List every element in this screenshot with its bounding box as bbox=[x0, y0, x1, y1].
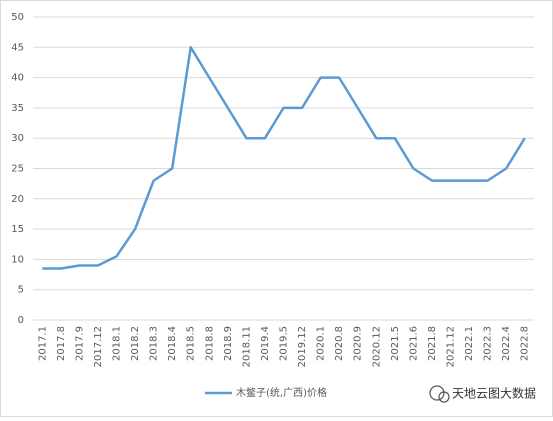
x-tick-label: 2018.3 bbox=[149, 326, 160, 361]
x-tick-label: 2021.6 bbox=[408, 326, 419, 361]
watermark: 天地云图大数据 bbox=[452, 386, 536, 401]
x-tick-label: 2020.9 bbox=[353, 326, 364, 361]
x-tick-label: 2022.8 bbox=[520, 326, 531, 361]
x-tick-label: 2020.12 bbox=[371, 326, 382, 367]
x-tick-label: 2018.4 bbox=[167, 326, 178, 361]
line-series bbox=[42, 46, 526, 270]
x-tick-label: 2021.12 bbox=[446, 326, 457, 367]
x-tick-label: 2022.3 bbox=[483, 326, 494, 361]
x-tick-label: 2020.8 bbox=[334, 326, 345, 361]
y-tick-label: 20 bbox=[11, 194, 24, 205]
y-tick-label: 5 bbox=[18, 285, 24, 296]
y-tick-label: 25 bbox=[11, 164, 24, 175]
x-tick-label: 2018.8 bbox=[204, 326, 215, 361]
x-tick-label: 2019.4 bbox=[260, 326, 271, 361]
y-tick-label: 30 bbox=[11, 133, 24, 144]
x-tick-label: 2019.12 bbox=[297, 326, 308, 367]
legend-label: 木鳖子(统,广西)价格 bbox=[236, 386, 327, 399]
x-tick-label: 2020.1 bbox=[316, 326, 327, 361]
x-tick-label: 2019.5 bbox=[279, 326, 290, 361]
x-tick-label: 2018.1 bbox=[112, 326, 123, 361]
x-tick-label: 2022.4 bbox=[501, 326, 512, 361]
x-tick-label: 2018.11 bbox=[241, 326, 252, 367]
x-tick-label: 2018.5 bbox=[186, 326, 197, 361]
y-tick-label: 0 bbox=[18, 315, 24, 326]
x-tick-label: 2018.2 bbox=[130, 326, 141, 361]
watermark-icon bbox=[429, 385, 450, 403]
x-tick-label: 2017.12 bbox=[93, 326, 104, 367]
x-tick-label: 2022.1 bbox=[464, 326, 475, 361]
y-tick-label: 10 bbox=[11, 254, 24, 265]
x-tick-label: 2021.5 bbox=[390, 326, 401, 361]
y-tick-label: 40 bbox=[11, 73, 24, 84]
y-tick-label: 50 bbox=[11, 12, 24, 23]
y-tick-label: 15 bbox=[11, 224, 24, 235]
x-tick-label: 2021.8 bbox=[427, 326, 438, 361]
x-tick-label: 2018.9 bbox=[223, 326, 234, 361]
x-tick-label: 2017.8 bbox=[56, 326, 67, 361]
x-tick-label: 2017.9 bbox=[74, 326, 85, 361]
x-tick-label: 2017.1 bbox=[37, 326, 48, 361]
y-tick-label: 35 bbox=[11, 103, 24, 114]
y-tick-label: 45 bbox=[11, 42, 24, 53]
